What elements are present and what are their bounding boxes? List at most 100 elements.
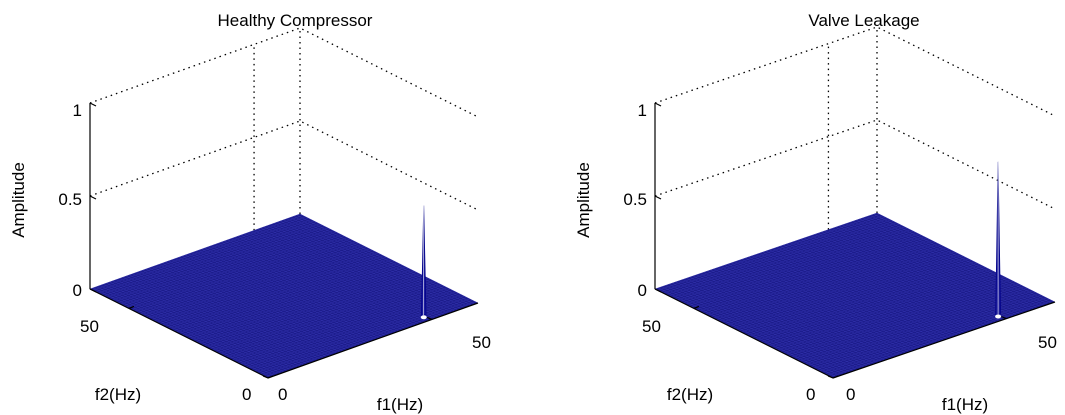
mesh-line — [668, 219, 891, 297]
mesh-line — [663, 216, 886, 294]
mesh-line — [237, 236, 416, 326]
mesh-line — [660, 215, 883, 292]
mesh-line — [814, 234, 993, 324]
mesh-line — [685, 228, 908, 305]
mesh-line — [250, 231, 429, 321]
mesh-line — [283, 219, 462, 310]
mesh-line — [693, 232, 917, 309]
mesh-line — [290, 217, 469, 307]
mesh-line — [204, 247, 383, 338]
mesh-line — [786, 243, 965, 334]
mesh-line — [208, 246, 387, 337]
mesh-line — [743, 257, 967, 334]
mesh-line — [98, 217, 309, 294]
mesh-line — [835, 227, 1014, 317]
mesh-line — [718, 244, 942, 322]
mesh-line — [170, 254, 381, 330]
mesh-line — [738, 254, 961, 331]
peak — [420, 205, 427, 320]
mesh-line — [852, 221, 1031, 311]
x-axis — [267, 302, 479, 379]
axes — [89, 102, 479, 379]
mesh-line — [817, 232, 997, 323]
mesh-line — [173, 255, 384, 331]
mesh-line — [137, 237, 348, 313]
mesh-line — [280, 220, 459, 311]
mesh-line — [838, 225, 1017, 316]
grid-lines — [89, 27, 479, 231]
mesh-line — [270, 224, 449, 314]
mesh-line — [666, 218, 889, 295]
mesh-line — [691, 230, 914, 308]
z-axis-label: Amplitude — [574, 162, 593, 238]
x-axis-label: f1(Hz) — [942, 395, 988, 414]
mesh-line — [221, 241, 400, 332]
mesh-line — [247, 232, 426, 322]
mesh-line — [176, 256, 387, 333]
mesh-line — [92, 215, 303, 291]
z-tick-label: 0 — [638, 281, 647, 300]
mesh-line — [167, 252, 378, 329]
mesh-line — [106, 222, 317, 298]
mesh-line — [257, 229, 436, 319]
mesh-line — [772, 248, 952, 338]
z-tick — [654, 195, 662, 200]
mesh-line — [807, 236, 986, 326]
x-axis — [832, 301, 1056, 379]
mesh-line — [165, 251, 376, 327]
mesh-line — [866, 216, 1045, 306]
chart-healthy-compressor: Healthy Compressor 1 0.5 0 Amplitude 50 … — [9, 11, 491, 414]
mesh-line — [704, 237, 928, 315]
mesh-line — [702, 236, 925, 313]
mesh-line — [696, 233, 919, 311]
mesh-line — [159, 248, 370, 324]
mesh-line — [810, 235, 990, 325]
mesh-line — [234, 237, 413, 327]
mesh-line — [178, 258, 390, 334]
mesh-line — [730, 250, 953, 327]
mesh-line — [793, 241, 972, 331]
mesh-line — [117, 227, 328, 304]
mesh-line — [842, 224, 1021, 315]
y-tick — [693, 305, 700, 310]
mesh-line — [863, 217, 1042, 307]
mesh-line — [120, 229, 331, 305]
mesh-line — [859, 218, 1038, 309]
mesh-line — [156, 247, 367, 323]
mesh-line — [134, 236, 345, 312]
x-axis-label: f1(Hz) — [377, 395, 423, 414]
y-axis — [89, 288, 269, 379]
mesh-line — [769, 249, 948, 340]
mesh-line — [101, 219, 312, 295]
mesh-line — [296, 214, 475, 305]
mesh-line — [869, 215, 1049, 305]
mesh-line — [263, 226, 443, 317]
mesh-line — [783, 244, 962, 335]
mesh-line — [109, 223, 320, 299]
mesh-line — [824, 230, 1004, 321]
x-tick — [426, 316, 433, 320]
mesh-line — [713, 241, 936, 319]
mesh-line — [114, 226, 326, 302]
mesh-line — [201, 248, 380, 339]
mesh-line — [821, 231, 1000, 322]
z-tick-label: 1 — [638, 101, 647, 120]
mesh-line — [139, 238, 351, 315]
mesh-line — [657, 214, 880, 291]
mesh-line — [682, 226, 905, 304]
grid-lines — [654, 26, 1056, 230]
z-tick — [89, 102, 97, 107]
x-tick-label: 0 — [846, 385, 855, 404]
axes — [654, 102, 1056, 379]
mesh-line — [732, 251, 955, 329]
mesh-line — [244, 233, 423, 324]
mesh-line — [800, 238, 979, 329]
x-tick — [1001, 316, 1007, 320]
y-tick-label: 0 — [806, 385, 815, 404]
mesh-line — [131, 234, 342, 311]
z-tick-label: 0.5 — [58, 190, 82, 209]
mesh-line — [112, 224, 323, 301]
mesh-line — [103, 220, 314, 297]
mesh-line — [126, 231, 337, 308]
